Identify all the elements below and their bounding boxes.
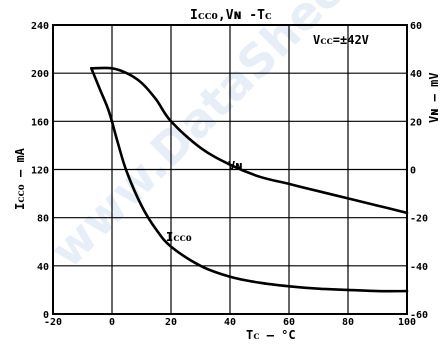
y-left-tick-label: 120 [31, 166, 49, 177]
x-tick-label: 80 [342, 317, 354, 328]
axis-ticks: -20 0 20 40 60 80 10004080120160200240-60-40-2… [31, 21, 428, 328]
y-right-tick-label: -60 [410, 310, 428, 321]
series-line-icco [90, 67, 409, 293]
y-left-tick-label: 80 [37, 214, 49, 225]
y-axis-left-label: Iᴄᴄᴏ — mA [13, 147, 27, 210]
y-right-tick-label: -40 [410, 262, 428, 273]
plot-frame [52, 24, 408, 315]
x-tick-label: 0 [109, 317, 115, 328]
y-right-tick-label: 0 [410, 166, 416, 177]
x-tick-label: 40 [224, 317, 236, 328]
y-left-tick-label: 240 [31, 21, 49, 32]
x-tick-label: -20 [44, 317, 62, 328]
y-axis-right-label: Vɴ — mV [427, 72, 441, 123]
y-left-tick-label: 0 [43, 310, 49, 321]
y-right-tick-label: -20 [410, 214, 428, 225]
x-tick-label: 100 [398, 317, 416, 328]
y-right-tick-label: 40 [410, 69, 422, 80]
supply-voltage-annotation: Vᴄᴄ=±42V [313, 33, 369, 47]
series-lines [90, 66, 409, 293]
series-line-vn [90, 66, 409, 215]
y-left-tick-label: 160 [31, 117, 49, 128]
y-right-tick-label: 60 [410, 21, 422, 32]
x-axis-label: Tᴄ — °C [246, 328, 296, 342]
y-left-tick-label: 40 [37, 262, 49, 273]
x-tick-label: 60 [283, 317, 295, 328]
y-left-tick-label: 200 [31, 69, 49, 80]
y-right-tick-label: 20 [410, 117, 422, 128]
series-label-vn: Vɴ [228, 159, 242, 173]
series-label-icco: Iᴄᴄᴏ [166, 230, 192, 244]
x-tick-label: 20 [165, 317, 177, 328]
chart-title: Iᴄᴄᴏ,Vɴ -Tᴄ [190, 8, 272, 23]
